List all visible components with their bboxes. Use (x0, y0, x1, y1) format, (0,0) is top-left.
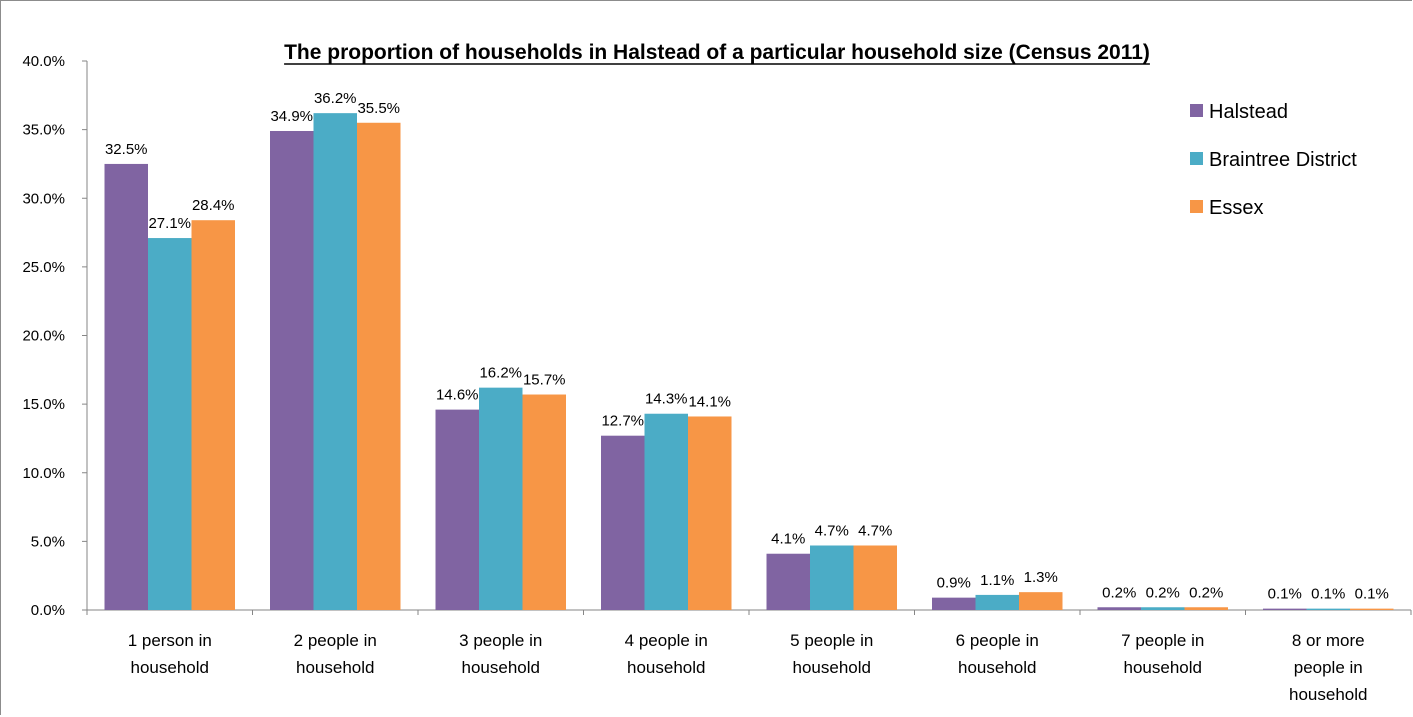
bars (104, 113, 1394, 611)
x-tick-label: household (296, 658, 374, 677)
x-tick-label: 7 people in (1121, 631, 1204, 650)
y-tick-label: 0.0% (31, 602, 65, 619)
data-label: 4.7% (815, 522, 849, 539)
y-tick-label: 20.0% (22, 328, 65, 345)
bar-essex (522, 394, 566, 610)
data-label: 12.7% (601, 413, 644, 430)
data-label: 35.5% (357, 100, 400, 117)
y-tick-label: 40.0% (22, 53, 65, 70)
data-label: 0.2% (1189, 584, 1223, 601)
legend-label: Halstead (1209, 101, 1288, 123)
legend-swatch (1190, 152, 1203, 165)
chart-title: The proportion of households in Halstead… (284, 41, 1150, 64)
bar-essex (357, 122, 401, 610)
x-tick-label: household (1289, 685, 1367, 704)
y-tick-label: 10.0% (22, 465, 65, 482)
data-label: 34.9% (270, 108, 313, 125)
data-label: 0.2% (1102, 584, 1136, 601)
x-tick-label: household (462, 658, 540, 677)
data-label: 14.6% (436, 387, 479, 404)
x-tick-label: household (1124, 658, 1202, 677)
bar-halstead (1097, 607, 1141, 610)
x-tick-label: people in (1294, 658, 1363, 677)
data-label: 14.3% (645, 391, 688, 408)
x-tick-label: household (793, 658, 871, 677)
bar-braintree-district (1141, 607, 1185, 610)
bar-essex (1184, 607, 1228, 610)
data-label: 0.9% (937, 575, 971, 592)
data-label: 0.1% (1268, 586, 1302, 603)
bar-braintree-district (810, 545, 854, 610)
bar-halstead (435, 409, 479, 610)
x-tick-label: 4 people in (625, 631, 708, 650)
bar-braintree-district (644, 413, 688, 610)
bar-essex (191, 220, 235, 610)
data-label: 1.1% (980, 572, 1014, 589)
legend-label: Braintree District (1209, 149, 1357, 171)
bar-braintree-district (148, 238, 192, 611)
bar-braintree-district (313, 113, 357, 610)
data-label: 0.2% (1146, 584, 1180, 601)
data-label: 27.1% (148, 215, 191, 232)
legend-label: Essex (1209, 197, 1263, 219)
y-tick-label: 5.0% (31, 533, 65, 550)
chart-title-group: The proportion of households in Halstead… (284, 41, 1150, 65)
bar-essex (1350, 608, 1394, 610)
legend: Halstead Braintree District Essex (1190, 101, 1357, 219)
legend-swatch (1190, 104, 1203, 117)
bar-halstead (104, 163, 148, 610)
bar-halstead (1263, 608, 1307, 610)
x-tick-label: 1 person in (128, 631, 212, 650)
bar-halstead (601, 435, 645, 610)
y-tick-label: 25.0% (22, 259, 65, 276)
bar-braintree-district (975, 594, 1019, 610)
x-tick-label: 3 people in (459, 631, 542, 650)
bar-essex (853, 545, 897, 610)
data-label: 0.1% (1311, 586, 1345, 603)
bar-essex (1019, 592, 1063, 610)
y-tick-label: 35.0% (22, 122, 65, 139)
x-tick-label: household (627, 658, 705, 677)
x-tick-label: 8 or more (1292, 631, 1365, 650)
data-label: 28.4% (192, 197, 235, 214)
legend-swatch (1190, 200, 1203, 213)
data-label: 16.2% (479, 365, 522, 382)
y-tick-label: 30.0% (22, 190, 65, 207)
data-label: 32.5% (105, 141, 148, 158)
data-label: 4.7% (858, 522, 892, 539)
x-tick-label: 6 people in (956, 631, 1039, 650)
data-labels: 32.5% 27.1%28.4% 34.9%36.2%35.5% 14.6%16.2%… (105, 90, 1389, 602)
data-label: 36.2% (314, 90, 357, 107)
data-label: 4.1% (771, 531, 805, 548)
x-tick-label: 5 people in (790, 631, 873, 650)
x-tick-label: household (958, 658, 1036, 677)
data-label: 0.1% (1355, 586, 1389, 603)
y-tick-label: 15.0% (22, 396, 65, 413)
bar-essex (688, 416, 732, 610)
category-labels: 1 person in household 2 people in household… (128, 631, 1368, 704)
bar-braintree-district (1306, 608, 1350, 610)
x-tick-label: household (131, 658, 209, 677)
data-label: 1.3% (1024, 569, 1058, 586)
x-tick-label: 2 people in (294, 631, 377, 650)
data-label: 15.7% (523, 372, 566, 389)
bar-halstead (932, 597, 976, 610)
bar-braintree-district (479, 387, 523, 610)
bar-halstead (766, 553, 810, 610)
bar-halstead (270, 130, 314, 610)
data-label: 14.1% (688, 393, 731, 410)
